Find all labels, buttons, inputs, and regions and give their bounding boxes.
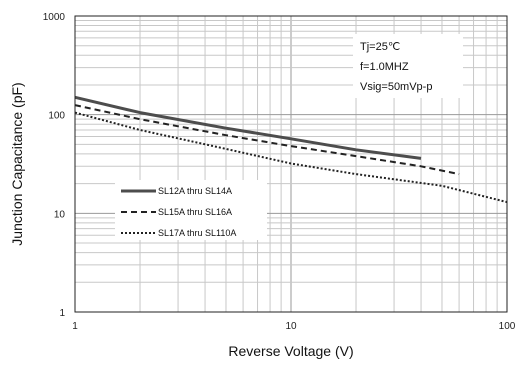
legend-label-sl17a: SL17A thru SL110A (158, 228, 236, 238)
note-frequency: f=1.0MHZ (360, 61, 409, 73)
legend-label-sl15a: SL15A thru SL16A (158, 207, 232, 217)
note-temperature: Tj=25℃ (360, 41, 400, 53)
y-tick-label: 100 (48, 111, 65, 122)
plot-frame (74, 15, 508, 313)
series-line-3 (74, 111, 508, 204)
x-tick-label: 100 (499, 321, 516, 332)
series-line-2 (74, 104, 460, 176)
condition-notes: Tj=25℃ f=1.0MHZ Vsig=50mVp-p (353, 34, 463, 98)
legend: SL12A thru SL14A SL15A thru SL16A SL17A … (115, 180, 267, 240)
data-series (74, 95, 508, 204)
note-signal-voltage: Vsig=50mVp-p (360, 81, 432, 93)
x-tick-label: 1 (72, 321, 78, 332)
y-tick-label: 10 (54, 209, 66, 220)
y-tick-label: 1 (59, 308, 65, 319)
y-axis-title: Junction Capacitance (pF) (9, 82, 25, 245)
legend-label-sl12a: SL12A thru SL14A (158, 186, 232, 196)
x-axis-title: Reverse Voltage (V) (228, 343, 353, 359)
condition-notes-box (353, 34, 463, 98)
y-tick-label: 1000 (43, 12, 66, 23)
tick-labels: 1 10 100 1 10 100 1000 (43, 12, 516, 332)
x-tick-label: 10 (285, 321, 297, 332)
series-line-1 (74, 95, 422, 160)
